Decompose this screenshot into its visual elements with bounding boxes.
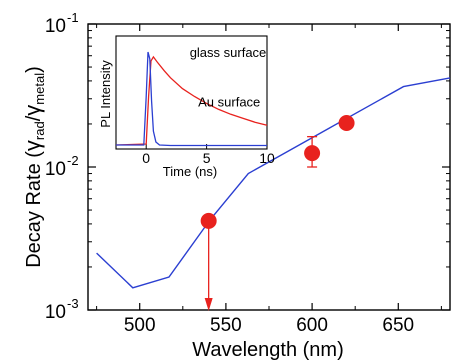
inset-x-tick-label: 5 bbox=[203, 150, 211, 166]
measured-point bbox=[304, 145, 321, 162]
y-axis-title-sub-metal: metal bbox=[32, 73, 47, 105]
inset-frame bbox=[115, 35, 268, 150]
x-axis-title: Wavelength (nm) bbox=[192, 339, 344, 361]
measured-point bbox=[338, 115, 355, 132]
y-axis-title-slash: / bbox=[23, 115, 45, 121]
y-axis-title-sub-rad: rad bbox=[32, 121, 47, 140]
x-tick-label: 650 bbox=[382, 315, 414, 336]
x-tick-label: 500 bbox=[124, 315, 156, 336]
y-tick-base: 10 bbox=[45, 16, 66, 37]
y-axis-title-gamma-metal: γ bbox=[20, 105, 45, 116]
inset-curve-glass-surface bbox=[115, 55, 268, 146]
inset-x-tick-label: 10 bbox=[259, 150, 275, 166]
y-tick-exponent: -3 bbox=[67, 296, 79, 311]
inset-ticks: 0 5 10 bbox=[142, 144, 275, 166]
y-tick-base: 10 bbox=[45, 302, 66, 323]
y-axis-title-gamma-rad: γ bbox=[20, 140, 45, 151]
y-tick-base: 10 bbox=[45, 159, 66, 180]
y-axis-title-prefix: Decay Rate ( bbox=[23, 151, 45, 268]
inset-x-axis-title: Time (ns) bbox=[163, 164, 217, 179]
x-tick-label: 600 bbox=[296, 315, 328, 336]
y-tick-exponent: -2 bbox=[67, 153, 79, 168]
inset-background bbox=[116, 36, 267, 149]
y-tick-label: 10 bbox=[45, 16, 66, 37]
y-tick-label: 10 bbox=[45, 302, 66, 323]
wavelength-arrow-head bbox=[204, 298, 213, 311]
measured-point bbox=[200, 212, 217, 229]
inset-annotation-au: Au surface bbox=[198, 94, 260, 109]
inset-annotation-glass: glass surface bbox=[190, 45, 267, 60]
inset-y-axis-title: PL Intensity bbox=[98, 60, 113, 128]
simulated-decay-rate-line bbox=[96, 77, 451, 289]
inset: 0 5 10 Time (ns) PL Intensity glass surfac… bbox=[98, 35, 275, 179]
y-axis-title: Decay Rate (γrad/γmetal) bbox=[20, 66, 47, 268]
main-data bbox=[96, 77, 451, 311]
x-tick-label: 550 bbox=[210, 315, 242, 336]
y-axis-title-suffix: ) bbox=[23, 66, 45, 73]
inset-curve-au-surface bbox=[116, 51, 267, 147]
inset-data bbox=[115, 51, 268, 147]
y-tick-label: 10 bbox=[45, 159, 66, 180]
y-tick-exponent: -1 bbox=[67, 10, 79, 25]
inset-x-tick-label: 0 bbox=[142, 150, 150, 166]
